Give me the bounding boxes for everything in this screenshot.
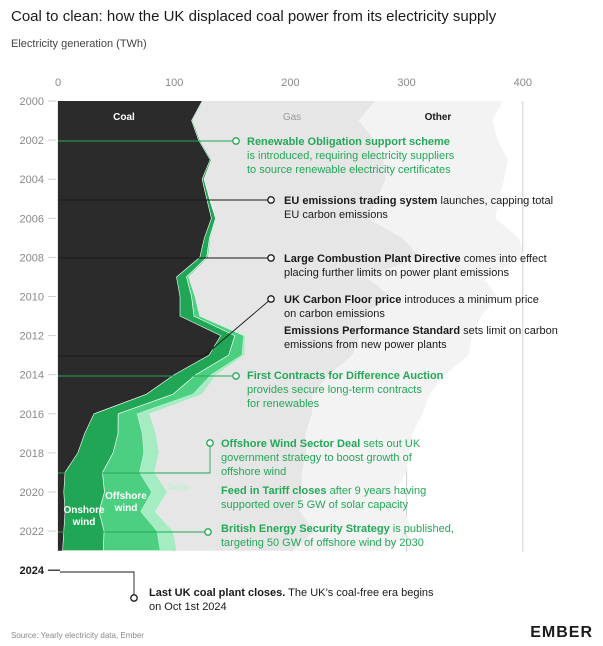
area-coal [58,101,221,551]
annotation-marker [232,137,240,145]
x-tick-label: 100 [165,77,183,89]
annotation-marker [267,196,275,204]
annotation-leader [60,571,135,598]
x-tick-label: 300 [397,77,415,89]
area-other [292,101,525,551]
brand-logo: EMBER [530,624,593,641]
y-tick-label: 2008 [20,252,44,264]
annotation-leader [58,443,211,474]
source-note: Source: Yearly electricity data, Ember [11,631,144,640]
annotation-marker [206,439,214,447]
area-gas [149,101,420,551]
annotation-text: First Contracts for Difference Auction pr… [247,370,444,410]
y-tick-label: 2016 [20,409,44,421]
y-tick-label: 2018 [20,448,44,460]
area-solar [137,101,246,551]
annotation-text: Feed in Tariff closes after 9 years havi… [221,485,426,511]
annotation-text: UK Carbon Floor price introduces a minim… [284,294,539,320]
annotation-text: EU emissions trading system launches, ca… [284,195,553,221]
annotation-marker [232,372,240,380]
y-tick-label: 2012 [20,331,44,343]
annotation-text: Offshore Wind Sector Deal sets out UK gov… [221,438,421,478]
y-tick-label: 2006 [20,213,44,225]
area-label-other: Other [425,112,452,123]
annotation-marker [267,254,275,262]
area-label-gas: Gas [283,112,301,123]
y-tick-label: 2024 [20,565,45,577]
y-tick-label: 2014 [20,370,44,382]
y-tick-label: 2000 [20,96,44,108]
annotation-text: Last UK coal plant closes. The UK’s coal… [149,587,434,613]
chart-title: Coal to clean: how the UK displaced coal… [11,8,497,25]
annotation-marker [267,295,275,303]
x-tick-label: 200 [281,77,299,89]
annotation-marker [204,528,212,536]
annotation-text: Large Combustion Plant Directive comes i… [284,253,547,279]
annotation-text: Renewable Obligation support scheme is in… [247,136,455,176]
x-tick-label: 0 [55,77,61,89]
area-label-onshore: Onshore wind [63,505,105,528]
annotation-text: British Energy Security Strategy is publ… [221,523,454,549]
chart-subtitle: Electricity generation (TWh) [11,38,147,50]
area-label-coal: Coal [113,112,135,123]
y-tick-label: 2020 [20,487,44,499]
annotation-text: Emissions Performance Standard sets limi… [284,325,558,351]
y-tick-label: 2022 [20,526,44,538]
y-tick-label: 2004 [20,174,44,186]
annotation-leader [58,298,272,357]
area-label-offshore: Offshore wind [105,491,147,514]
x-tick-label: 400 [514,77,532,89]
y-tick-label: 2010 [20,292,44,304]
annotation-marker [130,594,138,602]
y-tick-label: 2002 [20,135,44,147]
area-label-solar: Solar [168,482,191,492]
